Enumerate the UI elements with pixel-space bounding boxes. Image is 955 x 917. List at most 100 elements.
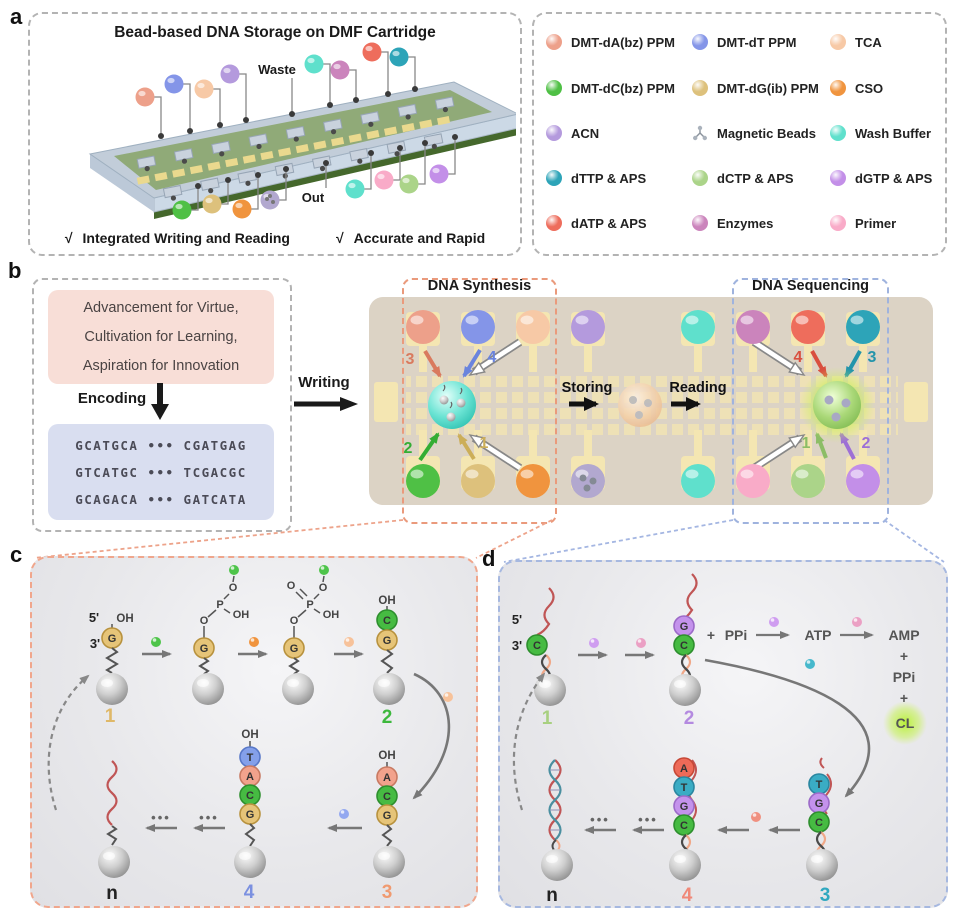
bead-dgtp [429, 164, 449, 184]
seq-stepn-number: n [546, 885, 558, 902]
bead-dttp [846, 310, 880, 344]
legend-item: dCTP & APS [692, 169, 794, 187]
base-A: A [673, 757, 695, 779]
bead-enzymes [736, 310, 770, 344]
syn-cycle-curve [412, 672, 451, 800]
svg-text:G: G [383, 635, 392, 647]
cl-label: CL [896, 715, 915, 731]
base-A: A [376, 766, 398, 788]
base-G: G [239, 803, 261, 825]
panel-a-checks: √ Integrated Writing and Reading √ Accurat… [30, 230, 520, 246]
svg-text:T: T [247, 752, 254, 764]
syn-step-2: 2 [404, 440, 413, 457]
reagent-bead-icon [546, 215, 562, 231]
svg-text:A: A [246, 771, 254, 783]
bead-wash [345, 179, 365, 199]
bead-dctp [399, 174, 419, 194]
dgtp-dot [769, 617, 779, 627]
repeat-dots: ••• [151, 810, 171, 825]
enzymes-dot [636, 638, 646, 648]
chip-reagent-beads [406, 310, 880, 498]
syn-step3-number: 3 [382, 882, 393, 902]
panel-b-letter: b [8, 258, 22, 283]
legend-item: dATP & APS [546, 214, 647, 232]
svg-text:C: C [815, 817, 823, 829]
legend-item: Wash Buffer [830, 124, 931, 142]
syn-step-n: n [98, 760, 130, 902]
panel-d-letter: d [482, 546, 496, 571]
repeat-dots: ••• [590, 812, 610, 827]
reagent-bead-icon [830, 80, 846, 96]
tca-dot [344, 637, 354, 647]
seq-step2-number: 2 [684, 708, 695, 729]
dttp-dot [805, 659, 815, 669]
storing-label: Storing [562, 380, 613, 396]
base-G: G [101, 627, 123, 649]
syn-step4-number: 4 [244, 882, 255, 902]
synthesis-step-arrows [418, 348, 482, 462]
bead-acn [571, 310, 605, 344]
seq-step-2: 2 [862, 435, 871, 452]
panel-a-box: Bead-based DNA Storage on DMF Cartridge [28, 12, 522, 256]
svg-text:3': 3' [90, 636, 100, 651]
pyro-reaction: + PPi ATP AMP + PPi + CL [707, 617, 927, 745]
sequencing-cycle-diagram: 5' 3' C 1 G C 2 + PPi ATP [512, 572, 927, 902]
svg-text:AMP: AMP [888, 627, 919, 643]
reagent-bead-icon [830, 125, 846, 141]
syn-step-4: 4 [488, 349, 497, 366]
storing-droplet [618, 383, 662, 427]
svg-text:G: G [815, 798, 824, 810]
seq-step1: 5' 3' C 1 [512, 586, 566, 729]
check-icon: √ [64, 230, 73, 246]
bead-tca [516, 310, 550, 344]
reading-label: Reading [669, 380, 726, 396]
base-C: C [808, 811, 830, 833]
encoding-down-arrow [151, 383, 169, 420]
svg-text:ATP: ATP [805, 627, 832, 643]
bead-primer [374, 170, 394, 190]
seq-step-n: n [541, 759, 573, 902]
cso-dot [249, 637, 259, 647]
waste-label: Waste [258, 62, 296, 77]
bead-cso [232, 199, 252, 219]
repeat-dots: ••• [638, 812, 658, 827]
legend-item: DMT-dG(ib) PPM [692, 79, 819, 97]
enzymes-dot [852, 617, 862, 627]
reagent-bead-icon [546, 80, 562, 96]
svg-text:C: C [533, 640, 541, 652]
dmt-dt-dot [339, 809, 349, 819]
svg-text:G: G [383, 810, 392, 822]
base-T: T [673, 776, 695, 798]
base-C: C [239, 784, 261, 806]
syn-oxidized: O P O OH O G [282, 565, 339, 705]
base-G: G [283, 637, 305, 659]
out-label: Out [302, 190, 325, 205]
syn-stepn-number: n [106, 883, 118, 902]
svg-text:G: G [290, 643, 299, 655]
svg-text:G: G [246, 809, 255, 821]
svg-text:+: + [900, 648, 908, 664]
base-C: C [376, 785, 398, 807]
seq-step3: T G C 3 [806, 757, 838, 902]
svg-text:G: G [108, 633, 117, 645]
seq-step3-number: 3 [820, 885, 831, 902]
bead-wash [681, 464, 715, 498]
repeat-dots: ••• [199, 810, 219, 825]
svg-text:PPi: PPi [725, 627, 748, 643]
svg-text:C: C [383, 791, 391, 803]
syn-step-1: 1 [480, 435, 489, 452]
seq-cycle-curve [704, 658, 871, 798]
bead-acn [220, 64, 240, 84]
encoding-label: Encoding [77, 390, 147, 407]
dgtp-dot [589, 638, 599, 648]
base-G: G [808, 792, 830, 814]
legend-box: DMT-dA(bz) PPM DMT-dT PPM TCA DMT-dC(bz)… [532, 12, 947, 256]
svg-text:OH: OH [241, 729, 258, 741]
encoding-box: Advancement for Virtue, Cultivation for … [32, 278, 292, 532]
syn-step2-number: 2 [382, 707, 393, 728]
seq-step-1: 1 [802, 435, 811, 452]
magnetic-beads-icon [693, 125, 707, 141]
reagent-bead-icon [546, 125, 562, 141]
syn-step1: 5' OH 3' G 1 [89, 610, 134, 727]
